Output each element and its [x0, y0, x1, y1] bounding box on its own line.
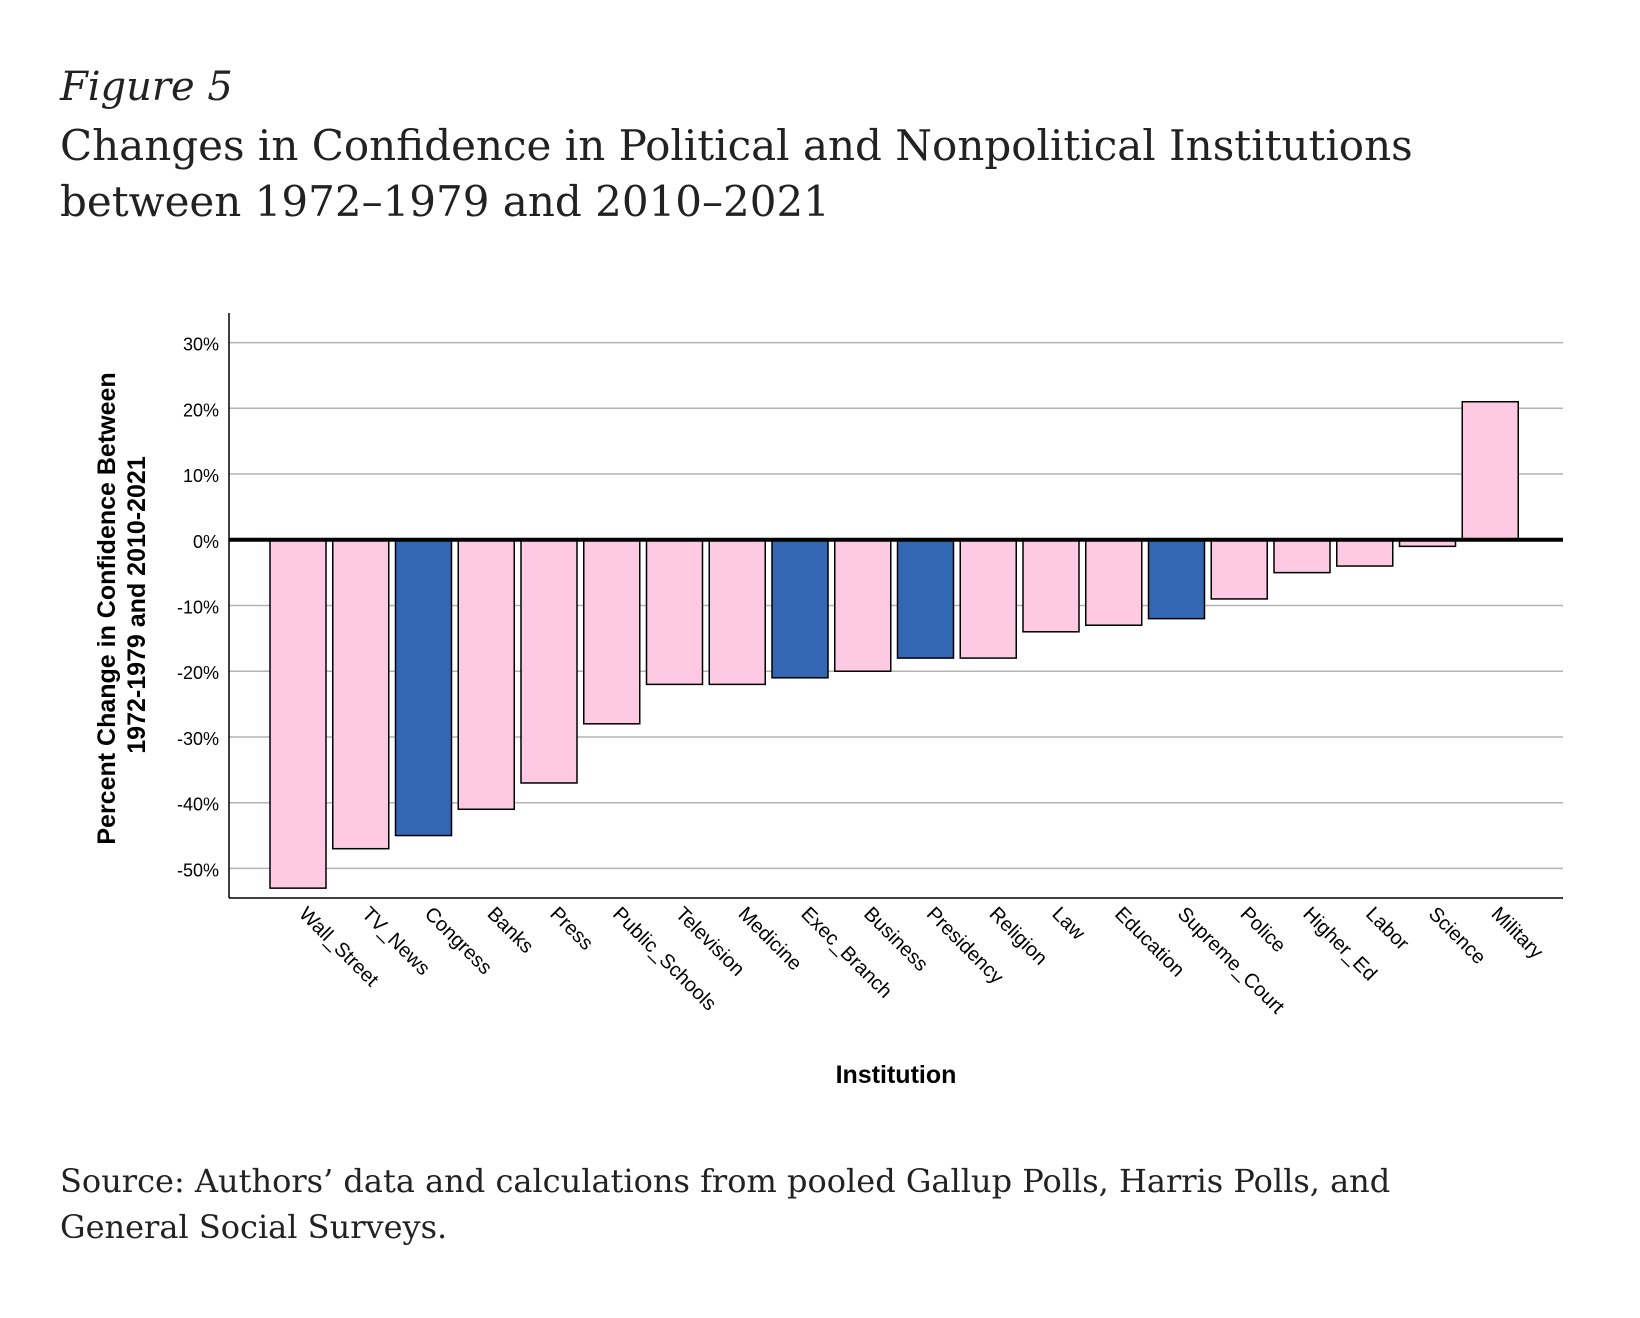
bar-medicine	[708, 539, 766, 686]
bar-congress	[394, 539, 453, 837]
y-axis-title-line-1: Percent Change in Confidence Between	[93, 372, 121, 844]
bar-press	[520, 539, 578, 784]
bar-television	[645, 539, 704, 686]
axes	[228, 313, 1563, 899]
x-tick-label: Military	[1487, 903, 1547, 963]
y-axis-title-line-2: 1972-1979 and 2010-2021	[123, 456, 151, 754]
y-tick-label: -20%	[177, 663, 219, 683]
y-tick-label: -40%	[177, 795, 219, 815]
x-tick-label: Science	[1424, 903, 1490, 969]
bar-chart: 30% 20% 10% 0% -10% -20% -30% -40% -50% Wall_Str…	[93, 313, 1563, 1089]
bar-tv-news	[332, 539, 390, 850]
x-tick-label: Banks	[483, 903, 538, 958]
y-axis-title: Percent Change in Confidence Between 197…	[93, 365, 151, 844]
x-tick-label: Law	[1047, 903, 1089, 945]
bars	[269, 400, 1519, 889]
figure-title-line-1: Changes in Confidence in Political and N…	[60, 121, 1413, 170]
y-tick-label: -50%	[177, 860, 219, 880]
bar-police	[1210, 539, 1268, 600]
figure-title: Changes in Confidence in Political and N…	[60, 118, 1560, 230]
bar-law	[1022, 539, 1080, 633]
source-note: Source: Authors’ data and calculations f…	[60, 1158, 1560, 1250]
source-note-line-1: Source: Authors’ data and calculations f…	[60, 1162, 1391, 1200]
y-tick-label: -30%	[177, 729, 219, 749]
x-tick-label: Supreme_Court	[1173, 903, 1289, 1019]
bar-wall-street	[269, 539, 327, 889]
bar-education	[1085, 539, 1143, 626]
bar-higher-ed	[1273, 539, 1331, 574]
figure-title-line-2: between 1972–1979 and 2010–2021	[60, 177, 830, 226]
x-tick-label: Police	[1236, 903, 1290, 957]
bar-religion	[959, 539, 1017, 659]
bar-labor	[1336, 539, 1394, 567]
bar-public-schools	[583, 539, 641, 725]
bar-military	[1461, 400, 1519, 541]
x-tick-label: Labor	[1361, 903, 1413, 955]
y-tick-label: 0%	[193, 532, 219, 552]
y-tick-label: 10%	[183, 466, 219, 486]
bar-business	[834, 539, 892, 672]
figure-label: Figure 5	[60, 64, 233, 110]
bar-banks	[457, 539, 515, 811]
bar-presidency	[896, 539, 955, 659]
x-tick-label: Press	[545, 903, 597, 955]
y-tick-label: 30%	[183, 335, 219, 355]
y-tick-label: 20%	[183, 400, 219, 420]
source-note-line-2: General Social Surveys.	[60, 1208, 448, 1246]
bar-exec-branch	[771, 539, 829, 679]
x-tick-label: Congress	[420, 903, 496, 979]
y-tick-label: -10%	[177, 598, 219, 618]
y-tick-labels: 30% 20% 10% 0% -10% -20% -30% -40% -50%	[177, 335, 219, 881]
bar-supreme-court	[1147, 539, 1206, 620]
x-axis-title: Institution	[836, 1061, 957, 1089]
